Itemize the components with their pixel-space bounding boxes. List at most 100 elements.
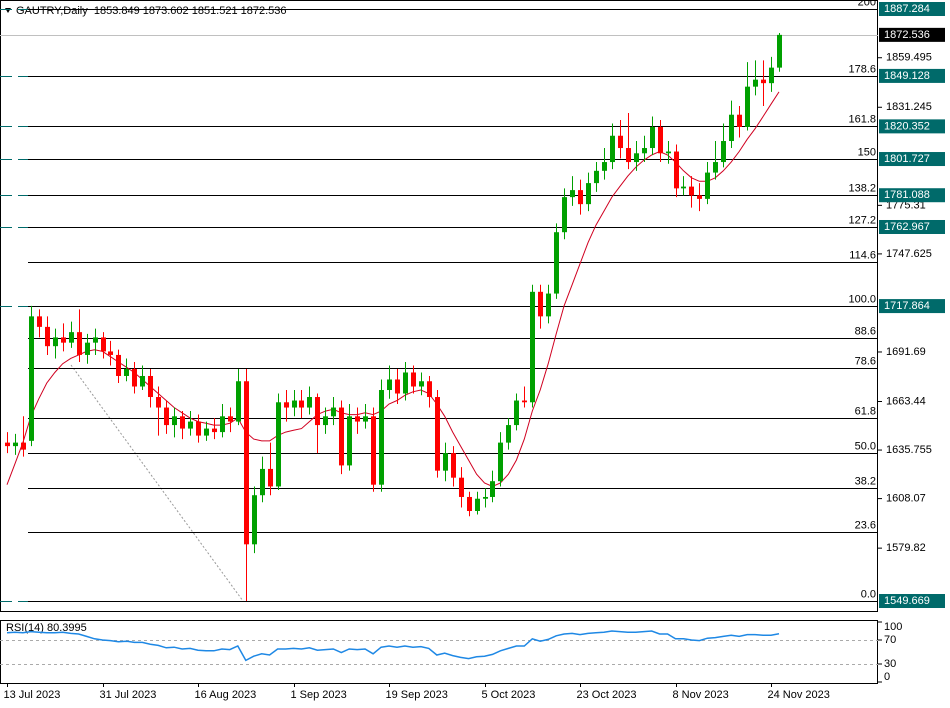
candle-body xyxy=(610,135,615,163)
y-tick-label: 1831.245 xyxy=(886,101,932,113)
candle-body xyxy=(522,400,527,403)
price-tag xyxy=(879,594,945,609)
candle-body xyxy=(371,416,376,485)
fibo-level-label: 200 xyxy=(858,0,876,8)
candle-body xyxy=(650,126,655,149)
candle-body xyxy=(276,402,281,487)
candle-body xyxy=(538,291,543,317)
last-price-label: 1872.536 xyxy=(884,29,930,41)
candle-body xyxy=(435,397,440,471)
candle-body xyxy=(737,114,742,127)
candle-body xyxy=(236,381,241,422)
candle-body xyxy=(483,496,488,499)
candle-body xyxy=(77,332,82,355)
x-tick-label: 5 Oct 2023 xyxy=(482,689,536,701)
price-tag xyxy=(879,2,945,17)
fibo-level-label: 150 xyxy=(858,146,876,158)
last-price-tag xyxy=(879,27,945,42)
candle-body xyxy=(363,416,368,422)
price-tag-label: 1849.128 xyxy=(884,70,930,82)
candle-body xyxy=(212,428,217,433)
candle-body xyxy=(180,416,185,429)
candle-body xyxy=(339,407,344,466)
candle-body xyxy=(140,375,145,387)
candle-body xyxy=(546,293,551,317)
price-tag-label: 1887.284 xyxy=(884,3,930,15)
candle-body xyxy=(307,397,312,408)
fibo-level-label: 50.0 xyxy=(855,440,876,452)
candle-body xyxy=(132,368,137,387)
candle-body xyxy=(562,197,567,233)
price-tag xyxy=(879,68,945,83)
price-tag xyxy=(879,152,945,167)
candle-body xyxy=(61,337,66,343)
candle-body xyxy=(419,381,424,387)
candle-body xyxy=(681,186,686,189)
candle-body xyxy=(634,153,639,163)
candle-body xyxy=(116,354,121,376)
x-tick-label: 23 Oct 2023 xyxy=(577,689,637,701)
candle-body xyxy=(459,477,464,497)
candle-body xyxy=(323,416,328,426)
candle-body xyxy=(642,148,647,154)
candle-body xyxy=(5,442,10,447)
candle-body xyxy=(514,400,519,426)
indicator-title: RSI(14) 80.3995 xyxy=(6,622,87,634)
fibo-level-label: 178.6 xyxy=(848,63,876,75)
candle-body xyxy=(148,375,153,398)
candle-body xyxy=(21,442,26,450)
candle-body xyxy=(220,416,225,433)
candle-body xyxy=(37,316,42,327)
candle-body xyxy=(172,416,177,426)
candle-body xyxy=(713,162,718,173)
fibo-level-label: 100.0 xyxy=(848,293,876,305)
price-tag xyxy=(879,188,945,203)
candle-body xyxy=(777,34,782,68)
fibo-level-label: 23.6 xyxy=(855,519,876,531)
candle-body xyxy=(93,337,98,343)
candle-body xyxy=(490,481,495,497)
fibo-level-label: 61.8 xyxy=(855,405,876,417)
y-tick-label: 1663.44 xyxy=(886,395,926,407)
candle-body xyxy=(228,416,233,422)
candle-body xyxy=(85,342,90,355)
candle-body xyxy=(530,291,535,403)
y-tick-label: 1635.755 xyxy=(886,444,932,456)
candle-body xyxy=(689,186,694,196)
candle-body xyxy=(315,397,320,426)
candle-body xyxy=(347,416,352,466)
price-tag-label: 1762.967 xyxy=(884,221,930,233)
candle-body xyxy=(53,337,58,347)
candle-body xyxy=(156,397,161,408)
candle-body xyxy=(666,151,671,154)
candle-body xyxy=(578,190,583,205)
fibo-level-label: 114.6 xyxy=(849,249,876,261)
candle-body xyxy=(164,407,169,426)
fibo-level-label: 78.6 xyxy=(855,355,876,367)
y-tick-label: 1691.69 xyxy=(886,346,926,358)
fibo-level-label: 138.2 xyxy=(848,182,876,194)
y-tick-label: 1579.82 xyxy=(886,542,926,554)
rsi-y-tick-label: 30 xyxy=(884,658,896,670)
candle-body xyxy=(292,400,297,408)
fibo-level-label: 88.6 xyxy=(855,325,876,337)
candle-body xyxy=(674,151,679,189)
candle-body xyxy=(299,400,304,408)
fibo-level-label: 127.2 xyxy=(848,214,876,226)
candle-body xyxy=(427,381,432,398)
candle-body xyxy=(761,79,766,84)
x-tick-label: 24 Nov 2023 xyxy=(768,689,830,701)
price-tag-label: 1820.352 xyxy=(884,120,930,132)
candle-body xyxy=(204,428,209,436)
candle-body xyxy=(443,453,448,471)
candle-body xyxy=(506,425,511,443)
x-tick-label: 13 Jul 2023 xyxy=(4,689,61,701)
price-tag xyxy=(879,219,945,234)
candle-body xyxy=(729,114,734,142)
candle-body xyxy=(602,162,607,171)
candle-body xyxy=(29,316,34,441)
rsi-y-tick-label: 100 xyxy=(884,621,902,633)
x-tick-label: 1 Sep 2023 xyxy=(291,689,347,701)
